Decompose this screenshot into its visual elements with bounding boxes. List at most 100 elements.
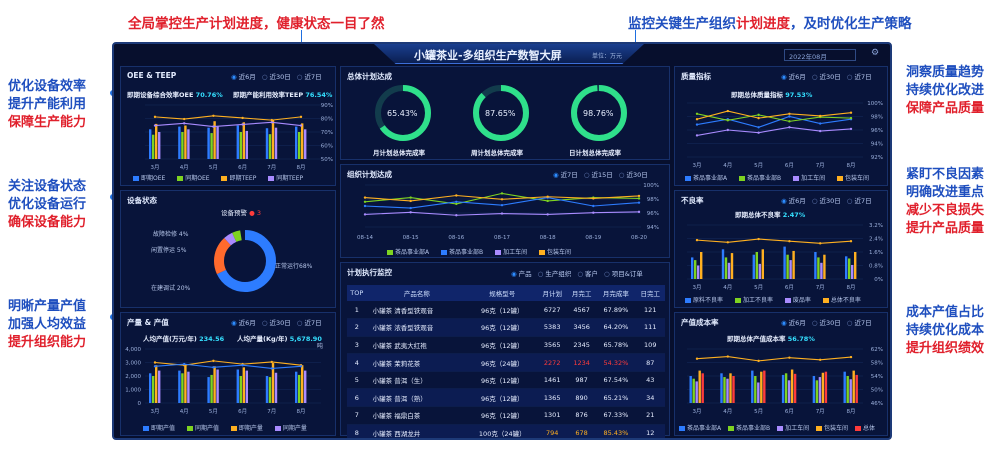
series-point xyxy=(546,195,549,198)
col-day-done[interactable]: 日完工 xyxy=(635,285,665,301)
bar xyxy=(781,374,785,403)
table-cell: 876 xyxy=(566,406,597,425)
col-product[interactable]: 产品名称 xyxy=(366,285,468,301)
legend-item: 茶品事业部B xyxy=(739,175,781,182)
panel-title: 质量指标 xyxy=(681,72,711,81)
legend-item: 包装车间 xyxy=(837,175,869,182)
bar xyxy=(732,376,735,403)
bar xyxy=(843,371,846,403)
time-filter[interactable]: 近7日近15日近30日 xyxy=(553,169,654,179)
series-point xyxy=(455,194,458,197)
table-row[interactable]: 2 小罐茶 浓香型铁观音 96克（12罐） 5383 3456 64.20% 111 xyxy=(347,318,665,337)
kpi-defect: 即期总体不良率 2.47% xyxy=(735,211,806,219)
radio-6m[interactable]: 近6月 xyxy=(781,197,806,205)
radio-6m[interactable]: 近6月 xyxy=(781,73,806,81)
y-tick-label: 46% xyxy=(871,401,883,407)
table-row[interactable]: 5 小罐茶 普洱（生） 96克（12罐） 1461 987 67.54% 43 xyxy=(347,371,665,390)
bar xyxy=(298,132,301,159)
equipment-donut xyxy=(214,230,276,292)
series-point xyxy=(695,123,699,126)
kpi-oee: 即期设备综合效率OEE 70.76% xyxy=(127,91,223,99)
table-row[interactable]: 6 小罐茶 普洱（熟） 96克（12罐） 1365 890 65.21% 34 xyxy=(347,388,665,408)
table-cell: 96克（12罐） xyxy=(467,336,538,355)
filter-project[interactable]: 项目&订单 xyxy=(604,270,643,278)
series-point xyxy=(363,200,367,203)
table-cell: 794 xyxy=(537,424,567,438)
radio-30d[interactable]: 近30日 xyxy=(619,171,648,179)
col-month-plan[interactable]: 月计划 xyxy=(537,285,567,301)
bar xyxy=(301,123,304,159)
x-tick-label: 3月 xyxy=(151,164,160,171)
table-cell: 4567 xyxy=(566,301,597,320)
bar xyxy=(817,257,820,279)
time-filter[interactable]: 近6月近30日近7日 xyxy=(781,317,878,327)
table-cell: 3 xyxy=(347,336,367,355)
filter-org[interactable]: 生产组织 xyxy=(538,270,572,278)
table-row[interactable]: 1 小罐茶 清香型铁观音 96克（12罐） 6727 4567 67.89% 121 xyxy=(347,301,665,320)
series-point xyxy=(695,134,699,137)
table-cell: 小罐茶 普洱（熟） xyxy=(366,388,468,408)
radio-7d[interactable]: 近7日 xyxy=(847,319,872,327)
radio-7d[interactable]: 近7日 xyxy=(847,197,872,205)
filter-product[interactable]: 产品 xyxy=(511,270,532,278)
bar xyxy=(216,369,219,403)
radio-7d[interactable]: 近7日 xyxy=(553,171,578,179)
bar xyxy=(295,126,298,159)
radio-15d[interactable]: 近15日 xyxy=(584,171,613,179)
radio-6m[interactable]: 近6月 xyxy=(781,319,806,327)
legend-item: 同期TEEP xyxy=(268,175,303,182)
radio-7d[interactable]: 近7日 xyxy=(847,73,872,81)
radio-7d[interactable]: 近7日 xyxy=(297,73,322,81)
table-row[interactable]: 3 小罐茶 武夷大红袍 96克（12罐） 3565 2345 65.78% 109 xyxy=(347,336,665,355)
radio-6m[interactable]: 近6月 xyxy=(231,73,256,81)
col-month-rate[interactable]: 月完成率 xyxy=(596,285,636,301)
dimension-filter[interactable]: 产品生产组织客户项目&订单 xyxy=(511,268,649,278)
title-bar xyxy=(374,44,644,64)
radio-30d[interactable]: 近30日 xyxy=(812,319,841,327)
time-filter[interactable]: 近6月近30日近7日 xyxy=(231,317,328,327)
time-filter[interactable]: 近6月近30日近7日 xyxy=(781,71,878,81)
radio-30d[interactable]: 近30日 xyxy=(262,319,291,327)
filter-customer[interactable]: 客户 xyxy=(577,270,598,278)
col-month-done[interactable]: 月完工 xyxy=(566,285,597,301)
bar xyxy=(304,370,307,403)
gear-icon[interactable]: ⚙ xyxy=(871,48,880,58)
bar xyxy=(845,256,848,279)
bar xyxy=(698,370,701,403)
radio-30d[interactable]: 近30日 xyxy=(812,73,841,81)
table-row[interactable]: 8 小罐茶 西湖龙井 100克（24罐） 794 678 85.43% 12 xyxy=(347,424,665,438)
legend-item: 即期产值 xyxy=(143,425,175,432)
bar xyxy=(855,374,858,403)
x-tick-label: 6月 xyxy=(785,408,794,415)
bar xyxy=(814,252,817,279)
series-point xyxy=(637,201,641,204)
table-cell: 96克（12罐） xyxy=(467,371,538,390)
table-cell: 8 xyxy=(347,424,367,438)
time-filter[interactable]: 近6月近30日近7日 xyxy=(231,71,328,81)
col-top[interactable]: TOP xyxy=(347,285,367,301)
org-legend: 茶品事业部A 茶品事业部B 加工车间 包装车间 xyxy=(387,247,581,256)
bar xyxy=(213,121,216,159)
radio-30d[interactable]: 近30日 xyxy=(262,73,291,81)
radio-30d[interactable]: 近30日 xyxy=(812,197,841,205)
callout-top-right: 监控关键生产组织计划进度，及时优化生产策略 xyxy=(628,16,912,32)
series-point xyxy=(212,125,215,128)
radio-7d[interactable]: 近7日 xyxy=(297,319,322,327)
bar xyxy=(820,262,823,279)
series-point xyxy=(183,362,186,366)
table-row[interactable]: 4 小罐茶 茉莉花茶 96克（24罐） 2272 1234 54.32% 87 xyxy=(347,353,665,372)
col-spec[interactable]: 规格型号 xyxy=(467,285,538,301)
time-filter[interactable]: 近6月近30日近7日 xyxy=(781,195,878,205)
date-picker[interactable]: 2022年08月 xyxy=(784,49,856,61)
callout-left-3: 明晰产量产值 加强人均效益 提升组织能力 xyxy=(8,299,87,350)
bar xyxy=(184,125,187,159)
series-point xyxy=(757,359,760,363)
y-tick-label: 98% xyxy=(647,197,659,203)
radio-6m[interactable]: 近6月 xyxy=(231,319,256,327)
bar xyxy=(210,133,213,159)
oee-panel: OEE & TEEP 近6月近30日近7日 即期设备综合效率OEE 70.76%… xyxy=(120,66,336,186)
bar xyxy=(726,378,729,403)
table-row[interactable]: 7 小罐茶 福鼎白茶 96克（12罐） 1301 876 67.33% 21 xyxy=(347,406,665,425)
table-cell: 3456 xyxy=(566,318,597,337)
